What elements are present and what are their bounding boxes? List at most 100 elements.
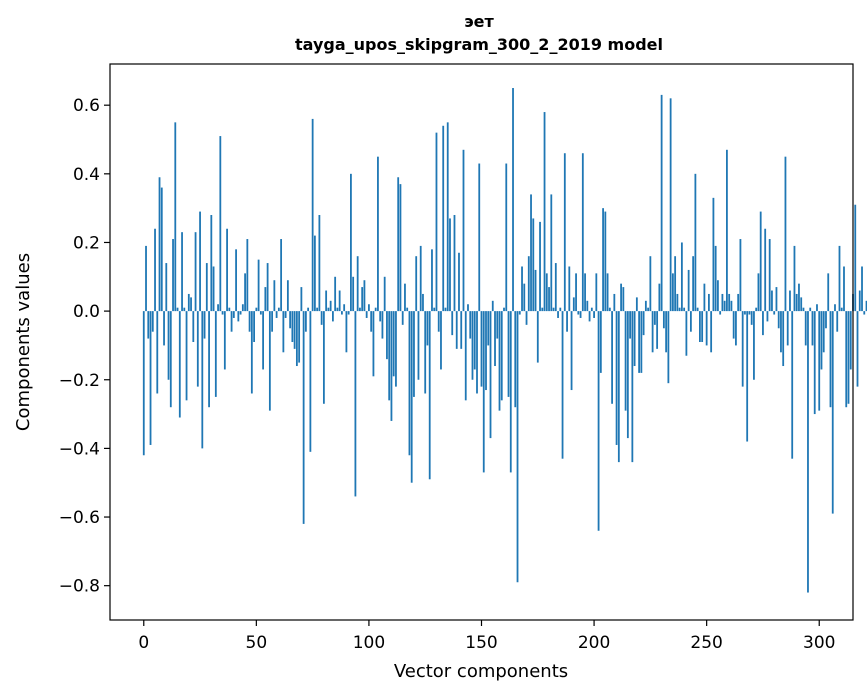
- bar-243: [689, 311, 692, 332]
- bar-38: [228, 307, 231, 312]
- bar-166: [516, 311, 519, 583]
- bar-194: [579, 311, 582, 318]
- y-tick-label-6: 0.4: [73, 165, 100, 185]
- bar-228: [656, 311, 659, 349]
- bar-279: [771, 290, 773, 312]
- bar-239: [680, 242, 683, 312]
- bar-90: [345, 311, 348, 353]
- bar-47: [248, 311, 251, 332]
- bar-303: [825, 311, 827, 329]
- bar-220: [638, 311, 641, 373]
- bar-264: [737, 293, 740, 312]
- bar-208: [611, 311, 613, 404]
- bar-27: [203, 311, 206, 339]
- bar-267: [744, 311, 746, 315]
- bar-124: [422, 293, 424, 312]
- bar-209: [613, 293, 616, 312]
- bar-305: [829, 311, 832, 408]
- bar-85: [334, 276, 337, 312]
- bar-40: [232, 311, 235, 318]
- bar-181: [550, 194, 553, 312]
- bar-125: [424, 311, 427, 394]
- bar-311: [843, 266, 845, 312]
- bar-136: [449, 218, 451, 312]
- bar-12: [169, 311, 172, 408]
- bar-111: [392, 311, 395, 377]
- bar-213: [622, 287, 625, 312]
- bar-26: [201, 311, 204, 449]
- bar-119: [410, 311, 413, 483]
- bar-100: [368, 304, 370, 312]
- bar-24: [196, 311, 199, 387]
- bar-188: [566, 311, 568, 332]
- bar-148: [476, 311, 478, 394]
- bar-97: [361, 287, 364, 312]
- bar-277: [766, 311, 769, 322]
- bar-190: [570, 311, 573, 391]
- bar-33: [217, 304, 219, 312]
- bar-253: [712, 197, 715, 312]
- bar-133: [442, 125, 445, 312]
- bar-278: [768, 239, 771, 312]
- bar-167: [518, 311, 521, 315]
- bar-46: [246, 239, 249, 312]
- bar-296: [809, 307, 812, 312]
- bar-5: [154, 228, 156, 312]
- bar-31: [212, 266, 215, 312]
- bar-178: [543, 112, 546, 312]
- bar-234: [669, 98, 672, 312]
- bar-29: [208, 311, 210, 408]
- bar-250: [705, 311, 708, 346]
- bar-256: [719, 311, 722, 315]
- bar-28: [205, 263, 208, 312]
- bar-144: [467, 304, 469, 312]
- bar-291: [798, 283, 800, 312]
- bar-89: [343, 304, 346, 312]
- bar-169: [523, 283, 526, 312]
- bar-200: [593, 311, 595, 318]
- bar-217: [631, 311, 634, 463]
- bar-293: [802, 307, 805, 312]
- bar-238: [678, 307, 681, 312]
- bar-1: [145, 245, 147, 312]
- bar-36: [223, 311, 226, 370]
- bar-45: [244, 273, 246, 312]
- bar-171: [527, 256, 530, 312]
- bar-230: [660, 94, 663, 312]
- bar-107: [383, 276, 386, 312]
- bar-306: [831, 311, 834, 514]
- bar-319: [861, 266, 863, 312]
- bar-205: [604, 211, 607, 312]
- bar-218: [633, 311, 636, 367]
- bar-304: [827, 273, 830, 312]
- bar-274: [759, 211, 762, 312]
- bar-93: [352, 276, 355, 312]
- bar-161: [505, 163, 508, 312]
- bar-176: [539, 221, 541, 312]
- y-tick-label-7: 0.6: [73, 96, 100, 116]
- bar-229: [658, 283, 661, 312]
- bar-65: [289, 311, 292, 329]
- bar-292: [800, 297, 803, 312]
- bar-13: [172, 239, 174, 312]
- bar-155: [491, 300, 494, 312]
- bar-22: [192, 311, 195, 342]
- bar-123: [419, 245, 422, 312]
- bar-37: [226, 228, 228, 312]
- bar-122: [417, 311, 420, 380]
- bar-15: [176, 307, 179, 312]
- bar-282: [777, 311, 780, 329]
- bar-199: [590, 307, 593, 312]
- bar-57: [271, 311, 274, 332]
- bar-191: [572, 297, 575, 312]
- bar-164: [512, 88, 514, 312]
- bar-312: [845, 311, 848, 408]
- bar-299: [816, 304, 818, 312]
- bar-257: [721, 293, 724, 312]
- bar-73: [307, 307, 310, 312]
- bar-86: [336, 307, 339, 312]
- bar-206: [606, 273, 609, 312]
- bar-273: [757, 273, 760, 312]
- bar-195: [581, 153, 584, 312]
